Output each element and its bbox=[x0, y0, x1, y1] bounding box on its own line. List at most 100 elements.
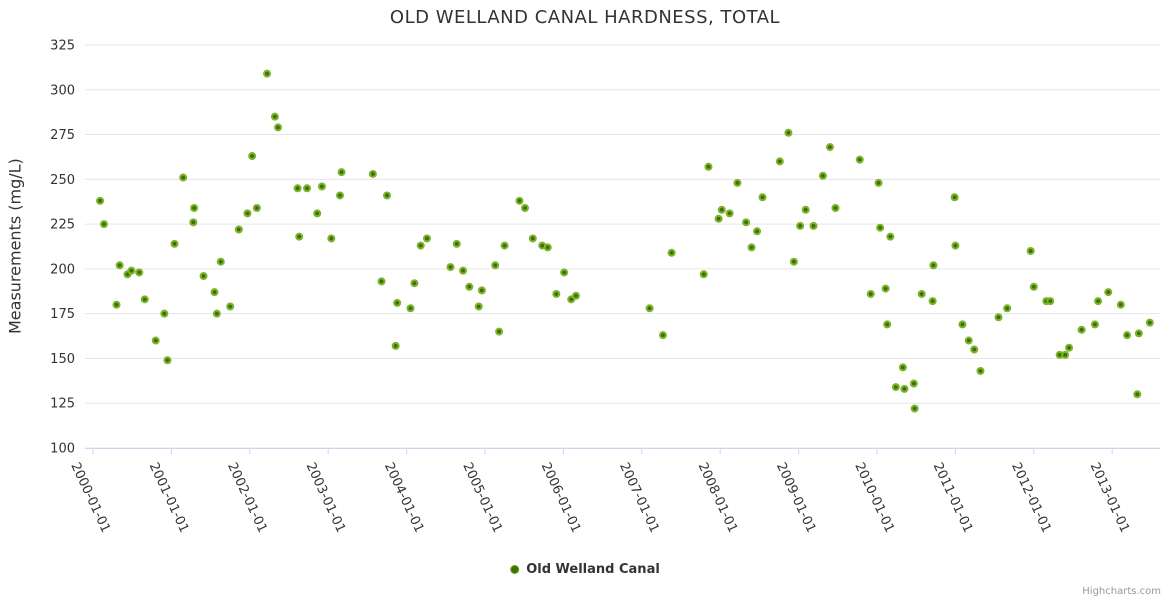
data-point[interactable] bbox=[883, 320, 892, 329]
data-point[interactable] bbox=[929, 261, 938, 270]
data-point[interactable] bbox=[495, 327, 504, 336]
data-point[interactable] bbox=[789, 257, 798, 266]
legend-item-old-welland-canal[interactable]: Old Welland Canal bbox=[510, 562, 660, 577]
data-point[interactable] bbox=[753, 227, 762, 236]
data-point[interactable] bbox=[725, 209, 734, 218]
data-point[interactable] bbox=[216, 257, 225, 266]
data-point[interactable] bbox=[170, 239, 179, 248]
data-point[interactable] bbox=[801, 205, 810, 214]
data-point[interactable] bbox=[327, 234, 336, 243]
data-point[interactable] bbox=[528, 234, 537, 243]
data-point[interactable] bbox=[1061, 350, 1070, 359]
data-point[interactable] bbox=[1003, 304, 1012, 313]
data-point[interactable] bbox=[909, 379, 918, 388]
data-point[interactable] bbox=[758, 193, 767, 202]
data-point[interactable] bbox=[825, 143, 834, 152]
data-point[interactable] bbox=[515, 196, 524, 205]
data-point[interactable] bbox=[560, 268, 569, 277]
data-point[interactable] bbox=[1055, 350, 1064, 359]
data-point[interactable] bbox=[1029, 282, 1038, 291]
data-point[interactable] bbox=[115, 261, 124, 270]
data-point[interactable] bbox=[477, 286, 486, 295]
data-point[interactable] bbox=[900, 384, 909, 393]
data-point[interactable] bbox=[313, 209, 322, 218]
data-point[interactable] bbox=[151, 336, 160, 345]
data-point[interactable] bbox=[831, 203, 840, 212]
data-point[interactable] bbox=[970, 345, 979, 354]
data-point[interactable] bbox=[99, 220, 108, 229]
data-point[interactable] bbox=[377, 277, 386, 286]
data-point[interactable] bbox=[368, 169, 377, 178]
data-point[interactable] bbox=[335, 191, 344, 200]
data-point[interactable] bbox=[1090, 320, 1099, 329]
data-point[interactable] bbox=[270, 112, 279, 121]
data-point[interactable] bbox=[886, 232, 895, 241]
data-point[interactable] bbox=[855, 155, 864, 164]
data-point[interactable] bbox=[179, 173, 188, 182]
data-point[interactable] bbox=[391, 341, 400, 350]
data-point[interactable] bbox=[950, 193, 959, 202]
data-point[interactable] bbox=[784, 128, 793, 137]
data-point[interactable] bbox=[1077, 325, 1086, 334]
data-point[interactable] bbox=[1133, 390, 1142, 399]
data-point[interactable] bbox=[199, 272, 208, 281]
data-point[interactable] bbox=[491, 261, 500, 270]
data-point[interactable] bbox=[818, 171, 827, 180]
data-point[interactable] bbox=[964, 336, 973, 345]
data-point[interactable] bbox=[898, 363, 907, 372]
data-point[interactable] bbox=[406, 304, 415, 313]
data-point[interactable] bbox=[881, 284, 890, 293]
data-point[interactable] bbox=[742, 218, 751, 227]
data-point[interactable] bbox=[243, 209, 252, 218]
data-point[interactable] bbox=[274, 123, 283, 132]
data-point[interactable] bbox=[866, 289, 875, 298]
data-point[interactable] bbox=[317, 182, 326, 191]
data-point[interactable] bbox=[295, 232, 304, 241]
data-point[interactable] bbox=[891, 383, 900, 392]
data-point[interactable] bbox=[393, 298, 402, 307]
data-point[interactable] bbox=[571, 291, 580, 300]
data-point[interactable] bbox=[1145, 318, 1154, 327]
data-point[interactable] bbox=[1123, 331, 1132, 340]
data-point[interactable] bbox=[212, 309, 221, 318]
data-point[interactable] bbox=[994, 313, 1003, 322]
data-point[interactable] bbox=[465, 282, 474, 291]
data-point[interactable] bbox=[210, 288, 219, 297]
data-point[interactable] bbox=[135, 268, 144, 277]
data-point[interactable] bbox=[1104, 288, 1113, 297]
data-point[interactable] bbox=[410, 279, 419, 288]
data-point[interactable] bbox=[140, 295, 149, 304]
data-point[interactable] bbox=[876, 223, 885, 232]
data-point[interactable] bbox=[160, 309, 169, 318]
data-point[interactable] bbox=[809, 221, 818, 230]
data-point[interactable] bbox=[667, 248, 676, 257]
data-point[interactable] bbox=[1094, 297, 1103, 306]
data-point[interactable] bbox=[234, 225, 243, 234]
data-point[interactable] bbox=[383, 191, 391, 200]
data-point[interactable] bbox=[1046, 297, 1055, 306]
data-point[interactable] bbox=[714, 214, 723, 223]
data-point[interactable] bbox=[520, 203, 529, 212]
data-point[interactable] bbox=[127, 266, 136, 275]
data-point[interactable] bbox=[775, 157, 784, 166]
highcharts-credits-link[interactable]: Highcharts.com bbox=[1082, 586, 1161, 597]
data-point[interactable] bbox=[699, 270, 708, 279]
data-point[interactable] bbox=[263, 69, 272, 78]
data-point[interactable] bbox=[928, 297, 937, 306]
data-point[interactable] bbox=[416, 241, 425, 250]
data-point[interactable] bbox=[163, 356, 172, 365]
data-point[interactable] bbox=[252, 203, 261, 212]
data-point[interactable] bbox=[452, 239, 461, 248]
data-point[interactable] bbox=[552, 289, 561, 298]
data-point[interactable] bbox=[446, 263, 455, 272]
data-point[interactable] bbox=[190, 203, 199, 212]
data-point[interactable] bbox=[112, 300, 121, 309]
data-point[interactable] bbox=[226, 302, 235, 311]
data-point[interactable] bbox=[337, 168, 346, 177]
data-point[interactable] bbox=[459, 266, 468, 275]
data-point[interactable] bbox=[874, 178, 883, 187]
data-point[interactable] bbox=[645, 304, 654, 313]
data-point[interactable] bbox=[422, 234, 431, 243]
data-point[interactable] bbox=[1116, 300, 1125, 309]
data-point[interactable] bbox=[951, 241, 960, 250]
